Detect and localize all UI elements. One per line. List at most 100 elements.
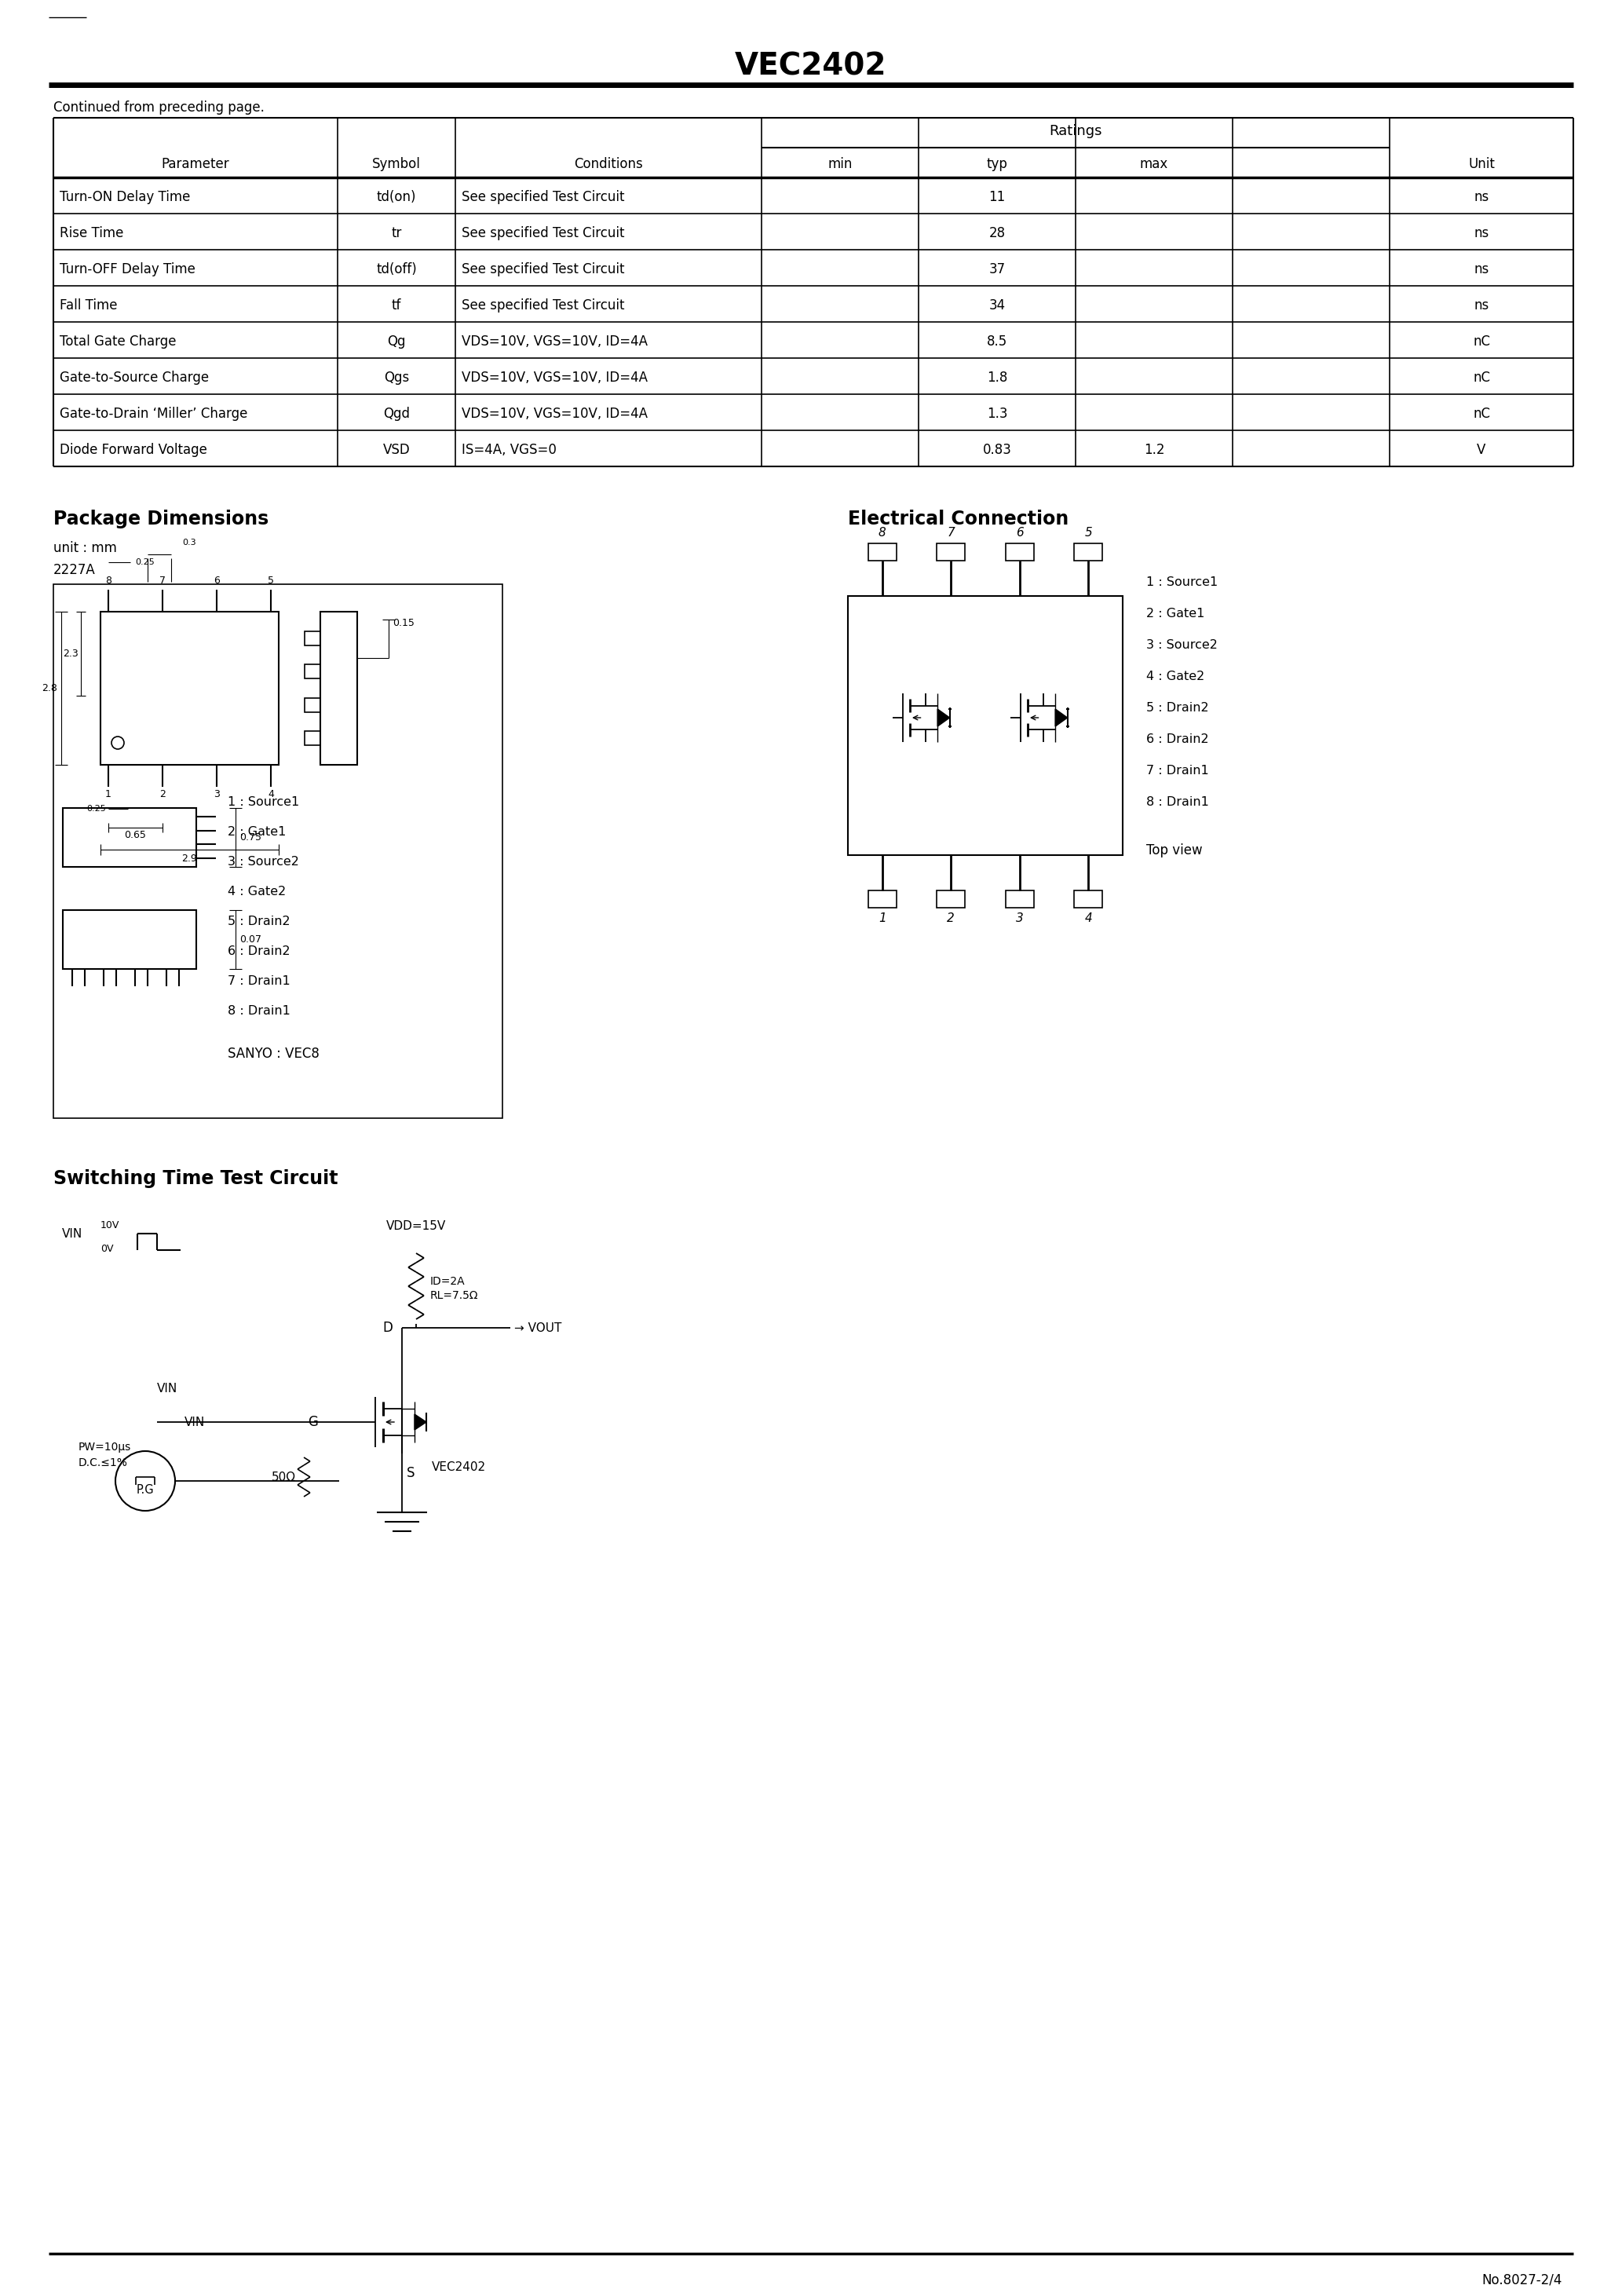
- Text: Top view: Top view: [1147, 843, 1202, 856]
- Text: 5 : Drain2: 5 : Drain2: [1147, 703, 1208, 714]
- Text: 0.83: 0.83: [983, 443, 1012, 457]
- Text: 2227A: 2227A: [54, 563, 96, 576]
- Text: 7 : Drain1: 7 : Drain1: [1147, 765, 1208, 776]
- Text: 3 : Source2: 3 : Source2: [227, 856, 298, 868]
- Text: max: max: [1140, 156, 1168, 172]
- Text: Turn-ON Delay Time: Turn-ON Delay Time: [60, 191, 190, 204]
- Text: VIN: VIN: [62, 1228, 83, 1240]
- Text: Ratings: Ratings: [1049, 124, 1101, 138]
- Text: 5 : Drain2: 5 : Drain2: [227, 916, 290, 928]
- Text: 4 : Gate2: 4 : Gate2: [227, 886, 285, 898]
- Text: 7 : Drain1: 7 : Drain1: [227, 976, 290, 987]
- Text: 2 : Gate1: 2 : Gate1: [1147, 608, 1205, 620]
- Text: VIN: VIN: [157, 1382, 178, 1394]
- Text: Qg: Qg: [388, 335, 406, 349]
- Text: See specified Test Circuit: See specified Test Circuit: [462, 225, 624, 241]
- Text: 6: 6: [1015, 526, 1023, 540]
- Text: 11: 11: [989, 191, 1006, 204]
- Text: 1 : Source1: 1 : Source1: [227, 797, 300, 808]
- Text: G: G: [308, 1414, 318, 1428]
- Text: 3 : Source2: 3 : Source2: [1147, 638, 1218, 652]
- Bar: [305, 631, 320, 645]
- Text: 6 : Drain2: 6 : Drain2: [227, 946, 290, 957]
- Text: Qgs: Qgs: [384, 370, 409, 386]
- Text: td(on): td(on): [376, 191, 417, 204]
- Text: 3: 3: [1015, 912, 1023, 925]
- Text: 1.3: 1.3: [986, 406, 1007, 420]
- Bar: [63, 808, 196, 868]
- Text: nC: nC: [1473, 370, 1491, 386]
- Text: Unit: Unit: [1468, 156, 1495, 172]
- Text: IS=4A, VGS=0: IS=4A, VGS=0: [462, 443, 556, 457]
- Text: Diode Forward Voltage: Diode Forward Voltage: [60, 443, 208, 457]
- Bar: [848, 597, 1122, 854]
- Text: tf: tf: [391, 298, 401, 312]
- Text: VDS=10V, VGS=10V, ID=4A: VDS=10V, VGS=10V, ID=4A: [462, 370, 647, 386]
- Bar: [54, 583, 503, 1118]
- Text: Fall Time: Fall Time: [60, 298, 117, 312]
- Text: Package Dimensions: Package Dimensions: [54, 510, 269, 528]
- Bar: [320, 611, 357, 765]
- Text: tr: tr: [391, 225, 402, 241]
- Text: ns: ns: [1474, 298, 1489, 312]
- Text: min: min: [827, 156, 853, 172]
- Text: Switching Time Test Circuit: Switching Time Test Circuit: [54, 1169, 337, 1187]
- Text: 0V: 0V: [101, 1244, 114, 1254]
- Text: 0.3: 0.3: [183, 540, 196, 546]
- Text: 0.25: 0.25: [86, 806, 105, 813]
- Text: 6: 6: [214, 576, 219, 585]
- Text: 5: 5: [1085, 526, 1092, 540]
- Bar: [868, 544, 897, 560]
- Text: nC: nC: [1473, 406, 1491, 420]
- Text: 2.3: 2.3: [63, 647, 78, 659]
- Text: 8: 8: [879, 526, 886, 540]
- Text: 0.25: 0.25: [135, 558, 154, 567]
- Text: td(off): td(off): [376, 262, 417, 276]
- Text: 1.8: 1.8: [986, 370, 1007, 386]
- Text: D.C.≤1%: D.C.≤1%: [78, 1458, 128, 1469]
- Text: unit : mm: unit : mm: [54, 542, 117, 556]
- Text: 34: 34: [989, 298, 1006, 312]
- Bar: [305, 664, 320, 680]
- Text: 3: 3: [214, 790, 219, 799]
- Text: VIN: VIN: [185, 1417, 204, 1428]
- Bar: [868, 891, 897, 907]
- Text: ns: ns: [1474, 191, 1489, 204]
- Text: Rise Time: Rise Time: [60, 225, 123, 241]
- Text: 8: 8: [105, 576, 112, 585]
- Text: 2.9: 2.9: [182, 854, 196, 863]
- Bar: [1074, 544, 1103, 560]
- Text: VEC2402: VEC2402: [735, 51, 887, 80]
- Text: 28: 28: [989, 225, 1006, 241]
- Text: 1 : Source1: 1 : Source1: [1147, 576, 1218, 588]
- Text: RL=7.5Ω: RL=7.5Ω: [430, 1290, 478, 1302]
- Text: Gate-to-Source Charge: Gate-to-Source Charge: [60, 370, 209, 386]
- Text: 0.65: 0.65: [125, 829, 146, 840]
- Text: Turn-OFF Delay Time: Turn-OFF Delay Time: [60, 262, 195, 276]
- Text: 4: 4: [1085, 912, 1092, 925]
- Text: 0.07: 0.07: [240, 934, 261, 944]
- Text: No.8027-2/4: No.8027-2/4: [1483, 2273, 1562, 2287]
- Text: 50Ω: 50Ω: [271, 1472, 295, 1483]
- Bar: [1006, 544, 1033, 560]
- Text: 1: 1: [879, 912, 886, 925]
- Text: Qgd: Qgd: [383, 406, 410, 420]
- Text: Total Gate Charge: Total Gate Charge: [60, 335, 177, 349]
- Text: Gate-to-Drain ‘Miller’ Charge: Gate-to-Drain ‘Miller’ Charge: [60, 406, 248, 420]
- Text: 2: 2: [947, 912, 955, 925]
- Text: SANYO : VEC8: SANYO : VEC8: [227, 1047, 320, 1061]
- Text: V: V: [1478, 443, 1486, 457]
- Text: 4 : Gate2: 4 : Gate2: [1147, 670, 1205, 682]
- Text: 5: 5: [268, 576, 274, 585]
- Text: VDS=10V, VGS=10V, ID=4A: VDS=10V, VGS=10V, ID=4A: [462, 335, 647, 349]
- Text: 6 : Drain2: 6 : Drain2: [1147, 732, 1208, 746]
- Text: P.G: P.G: [136, 1486, 154, 1497]
- Text: ns: ns: [1474, 262, 1489, 276]
- Bar: [938, 891, 965, 907]
- Text: 10V: 10V: [101, 1219, 120, 1231]
- Text: ns: ns: [1474, 225, 1489, 241]
- Bar: [305, 732, 320, 746]
- Text: → VOUT: → VOUT: [514, 1322, 561, 1334]
- Text: Continued from preceding page.: Continued from preceding page.: [54, 101, 264, 115]
- Text: 4: 4: [268, 790, 274, 799]
